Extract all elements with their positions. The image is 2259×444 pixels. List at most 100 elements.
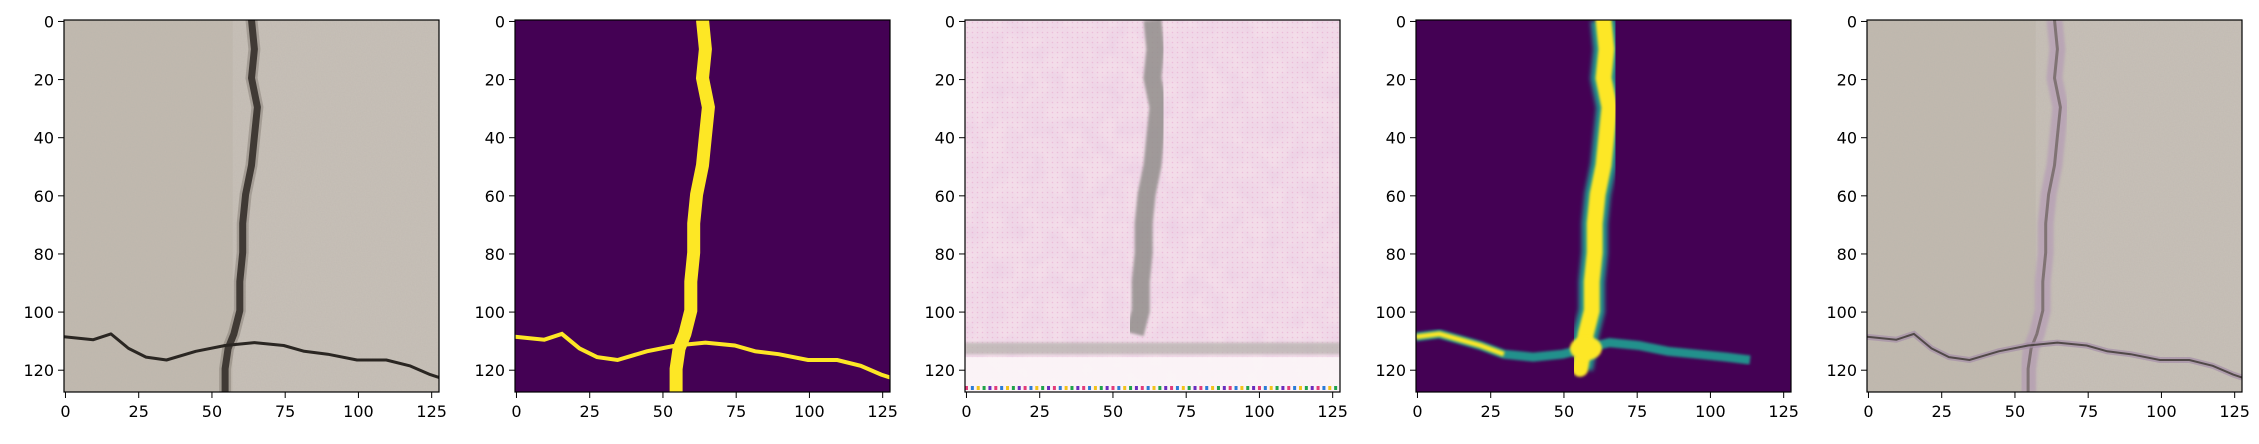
y-tick-label: 100	[924, 303, 955, 322]
gen-artifact-pixel	[1287, 386, 1291, 390]
gen-artifact-pixel	[1070, 386, 1074, 390]
gen-artifact-pixel	[1041, 386, 1045, 390]
gen-artifact-pixel	[1047, 386, 1051, 390]
crack-horizontal	[1867, 332, 2242, 379]
axes-frame	[1866, 19, 2243, 393]
y-tick-label: 20	[485, 71, 505, 90]
gen-artifact-pixel	[1257, 386, 1261, 390]
gen-artifact-pixel	[1058, 386, 1062, 390]
gen-artifact-pixel	[1269, 386, 1273, 390]
gen-artifact-pixel	[1310, 386, 1314, 390]
axes-frame	[514, 19, 891, 393]
x-tick-label: 100	[2146, 402, 2177, 421]
y-tick-label: 20	[1837, 71, 1857, 90]
mask-crack-horizontal	[515, 331, 890, 380]
x-tick-label: 100	[1244, 402, 1275, 421]
gen-artifact-pixel	[1006, 386, 1010, 390]
x-tick-label: 0	[1412, 402, 1422, 421]
crack-horizontal	[64, 332, 439, 379]
gen-artifact-pixel	[1298, 386, 1302, 390]
x-tick-label: 100	[343, 402, 374, 421]
gen-artifact-pixel	[1216, 386, 1220, 390]
x-tick-label: 100	[1695, 402, 1726, 421]
y-tick-label: 40	[1837, 129, 1857, 148]
gen-artifact-pixel	[1328, 386, 1332, 390]
gen-artifact-pixel	[1152, 386, 1156, 390]
gen-artifact-pixel	[1093, 386, 1097, 390]
pred-crack-horizontal	[1416, 331, 1505, 357]
gen-artifact-pixel	[1146, 386, 1150, 390]
gen-artifact-pixel	[1293, 386, 1297, 390]
y-tick-label: 0	[44, 12, 54, 31]
y-tick-label: 20	[1386, 71, 1406, 90]
gen-artifact-pixel	[988, 386, 992, 390]
gen-artifact-pixel	[1088, 386, 1092, 390]
x-tick-label: 100	[794, 402, 825, 421]
x-tick-label: 25	[580, 402, 600, 421]
y-tick-label: 100	[23, 303, 54, 322]
gen-artifact-pixel	[994, 386, 998, 390]
x-tick-label: 75	[275, 402, 295, 421]
y-tick-label: 120	[1826, 361, 1857, 380]
panel-predicted-mask: 0 25 50 75 100 125 0 20 40 60 80 100 120	[1375, 12, 1798, 421]
y-tick-label: 120	[1375, 361, 1406, 380]
gen-artifact-pixel	[1199, 386, 1203, 390]
panel-ground-truth-mask: 0 25 50 75 100 125 0 20 40 60 80 100 120	[474, 12, 897, 421]
y-tick-label: 60	[34, 187, 54, 206]
x-tick-label: 0	[961, 402, 971, 421]
gen-artifact-pixel	[1193, 386, 1197, 390]
y-tick-label: 0	[1847, 12, 1857, 31]
gen-artifact-pixel	[1117, 386, 1121, 390]
y-tick-label: 0	[495, 12, 505, 31]
panel-original-image-image	[64, 20, 439, 392]
gen-artifact-pixel	[1228, 386, 1232, 390]
gen-artifact-pixel	[1211, 386, 1215, 390]
gen-artifact-pixel	[1316, 386, 1320, 390]
gen-artifact-pixel	[1129, 386, 1133, 390]
y-tick-label: 40	[34, 129, 54, 148]
gen-artifact-pixel	[1029, 386, 1033, 390]
gen-artifact-pixel	[1000, 386, 1004, 390]
gen-crack-vertical	[1126, 20, 1168, 337]
gen-crack-horizontal	[965, 342, 1340, 355]
y-tick-label: 120	[23, 361, 54, 380]
x-tick-label: 125	[416, 402, 447, 421]
panel-predicted-mask-image	[1416, 20, 1791, 392]
gen-artifact-pixel	[1222, 386, 1226, 390]
x-tick-label: 125	[1768, 402, 1799, 421]
gen-artifact-pixel	[1175, 386, 1179, 390]
gen-artifact-pixel	[1164, 386, 1168, 390]
axes-frame	[964, 19, 1341, 393]
x-tick-label: 50	[1554, 402, 1574, 421]
gen-artifact-pixel	[1263, 386, 1267, 390]
y-tick-label: 0	[1396, 12, 1406, 31]
panel-ground-truth-mask-image	[515, 20, 890, 392]
gen-artifact-pixel	[1252, 386, 1256, 390]
y-tick-label: 60	[1837, 187, 1857, 206]
x-tick-label: 125	[867, 402, 898, 421]
axes-frame	[1415, 19, 1792, 393]
x-tick-label: 50	[2005, 402, 2025, 421]
gen-artifact-pixel	[1105, 386, 1109, 390]
x-tick-label: 125	[2219, 402, 2250, 421]
y-tick-label: 100	[1826, 303, 1857, 322]
y-tick-label: 60	[1386, 187, 1406, 206]
y-tick-label: 40	[935, 129, 955, 148]
y-tick-label: 80	[1386, 245, 1406, 264]
gen-artifact-pixel	[1275, 386, 1279, 390]
panel-generated-image: 0 25 50 75 100 125 0 20 40 60 80 100 120	[924, 12, 1347, 421]
gen-artifact-pixel	[1140, 386, 1144, 390]
y-tick-label: 100	[1375, 303, 1406, 322]
gen-artifact-pixel	[1240, 386, 1244, 390]
panel-overlay-image: 0 25 50 75 100 125 0 20 40 60 80 100 120	[1826, 12, 2249, 421]
gen-artifact-pixel	[965, 386, 968, 390]
gen-artifact-pixel	[976, 386, 980, 390]
y-tick-label: 40	[1386, 129, 1406, 148]
gen-artifact-pixel	[1181, 386, 1185, 390]
x-tick-label: 25	[129, 402, 149, 421]
gen-artifact-pixel	[1334, 386, 1338, 390]
gen-artifact-pixel	[1099, 386, 1103, 390]
x-tick-label: 75	[2078, 402, 2098, 421]
panel-generated-image-image	[965, 20, 1340, 392]
